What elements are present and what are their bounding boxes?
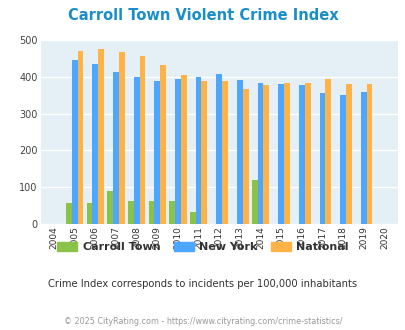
Bar <box>257 83 263 224</box>
Bar <box>169 202 175 224</box>
Bar <box>98 49 104 224</box>
Bar <box>133 77 139 224</box>
Bar <box>360 92 366 224</box>
Bar <box>345 84 351 224</box>
Bar <box>304 83 310 224</box>
Bar <box>263 85 269 224</box>
Bar <box>216 74 222 224</box>
Text: Carroll Town Violent Crime Index: Carroll Town Violent Crime Index <box>68 8 337 23</box>
Bar <box>128 202 133 224</box>
Text: Crime Index corresponds to incidents per 100,000 inhabitants: Crime Index corresponds to incidents per… <box>48 279 357 289</box>
Bar <box>107 191 113 224</box>
Bar <box>284 83 289 224</box>
Bar <box>242 89 248 224</box>
Bar <box>201 81 207 224</box>
Legend: Carroll Town, New York, National: Carroll Town, New York, National <box>53 238 352 255</box>
Bar <box>119 52 124 224</box>
Bar <box>148 202 154 224</box>
Text: © 2025 CityRating.com - https://www.cityrating.com/crime-statistics/: © 2025 CityRating.com - https://www.city… <box>64 317 341 326</box>
Bar <box>77 51 83 224</box>
Bar <box>86 203 92 224</box>
Bar <box>237 80 242 224</box>
Bar <box>298 85 304 224</box>
Bar <box>277 84 284 224</box>
Bar <box>154 82 160 224</box>
Bar <box>180 75 186 224</box>
Bar <box>190 212 195 224</box>
Bar <box>92 64 98 224</box>
Bar <box>366 84 371 224</box>
Bar <box>251 180 257 224</box>
Bar <box>160 65 166 224</box>
Bar <box>222 82 227 224</box>
Bar <box>319 93 324 224</box>
Bar <box>139 56 145 224</box>
Bar <box>113 72 119 224</box>
Bar <box>72 60 77 224</box>
Bar <box>195 77 201 224</box>
Bar <box>324 79 330 224</box>
Bar <box>66 203 72 224</box>
Bar <box>339 95 345 224</box>
Bar <box>175 79 180 224</box>
